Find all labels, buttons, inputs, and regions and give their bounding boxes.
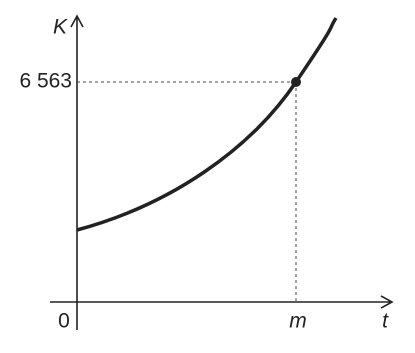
point <box>291 77 301 87</box>
point-y-label: 6 563 <box>19 70 72 93</box>
x-axis-label: t <box>382 310 389 333</box>
curve <box>76 17 338 232</box>
y-axis-label: K <box>53 16 68 39</box>
x-axis-arrow <box>380 295 394 309</box>
origin-label: 0 <box>58 310 70 333</box>
y-axis-arrow <box>70 14 84 28</box>
point-x-label: m <box>289 310 307 333</box>
